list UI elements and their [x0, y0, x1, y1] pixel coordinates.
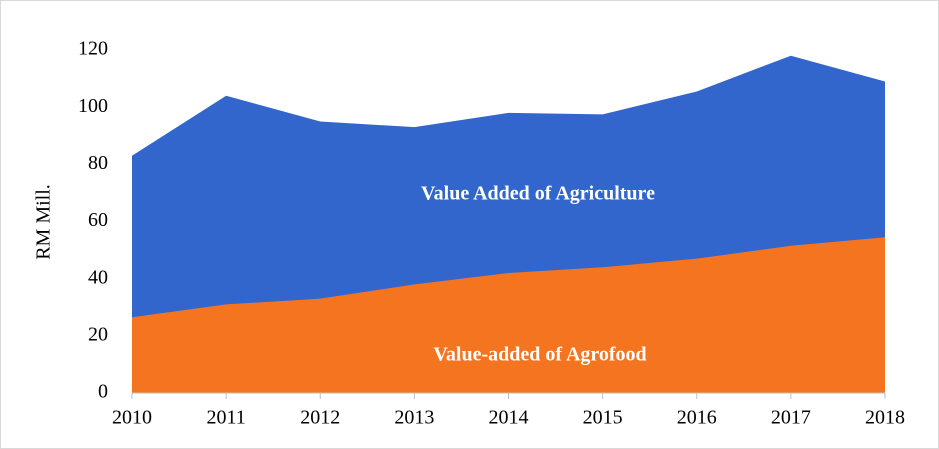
area — [132, 237, 885, 393]
x-tick-label: 2013 — [394, 407, 434, 429]
x-tick-label: 2015 — [583, 407, 623, 429]
y-tick-label: 80 — [88, 152, 108, 174]
x-tick-label: 2016 — [677, 407, 717, 429]
x-tick-label: 2018 — [865, 407, 905, 429]
x-tick-label: 2017 — [771, 407, 811, 429]
x-tick-label: 2012 — [300, 407, 340, 429]
y-tick-label: 100 — [78, 95, 108, 117]
annotation: Value Added of Agriculture — [421, 183, 655, 205]
y-tick-label: 0 — [98, 381, 108, 403]
y-tick-label: 20 — [88, 323, 108, 345]
y-tick-label: 60 — [88, 209, 108, 231]
x-tick-label: 2011 — [206, 407, 245, 429]
x-tick-label: 2014 — [489, 407, 529, 429]
y-axis-label: RM Mill. — [33, 184, 55, 260]
x-tick-label: 2010 — [112, 407, 152, 429]
annotation: Value-added of Agrofood — [433, 344, 646, 366]
y-tick-label: 120 — [78, 38, 108, 60]
y-tick-label: 40 — [88, 266, 108, 288]
